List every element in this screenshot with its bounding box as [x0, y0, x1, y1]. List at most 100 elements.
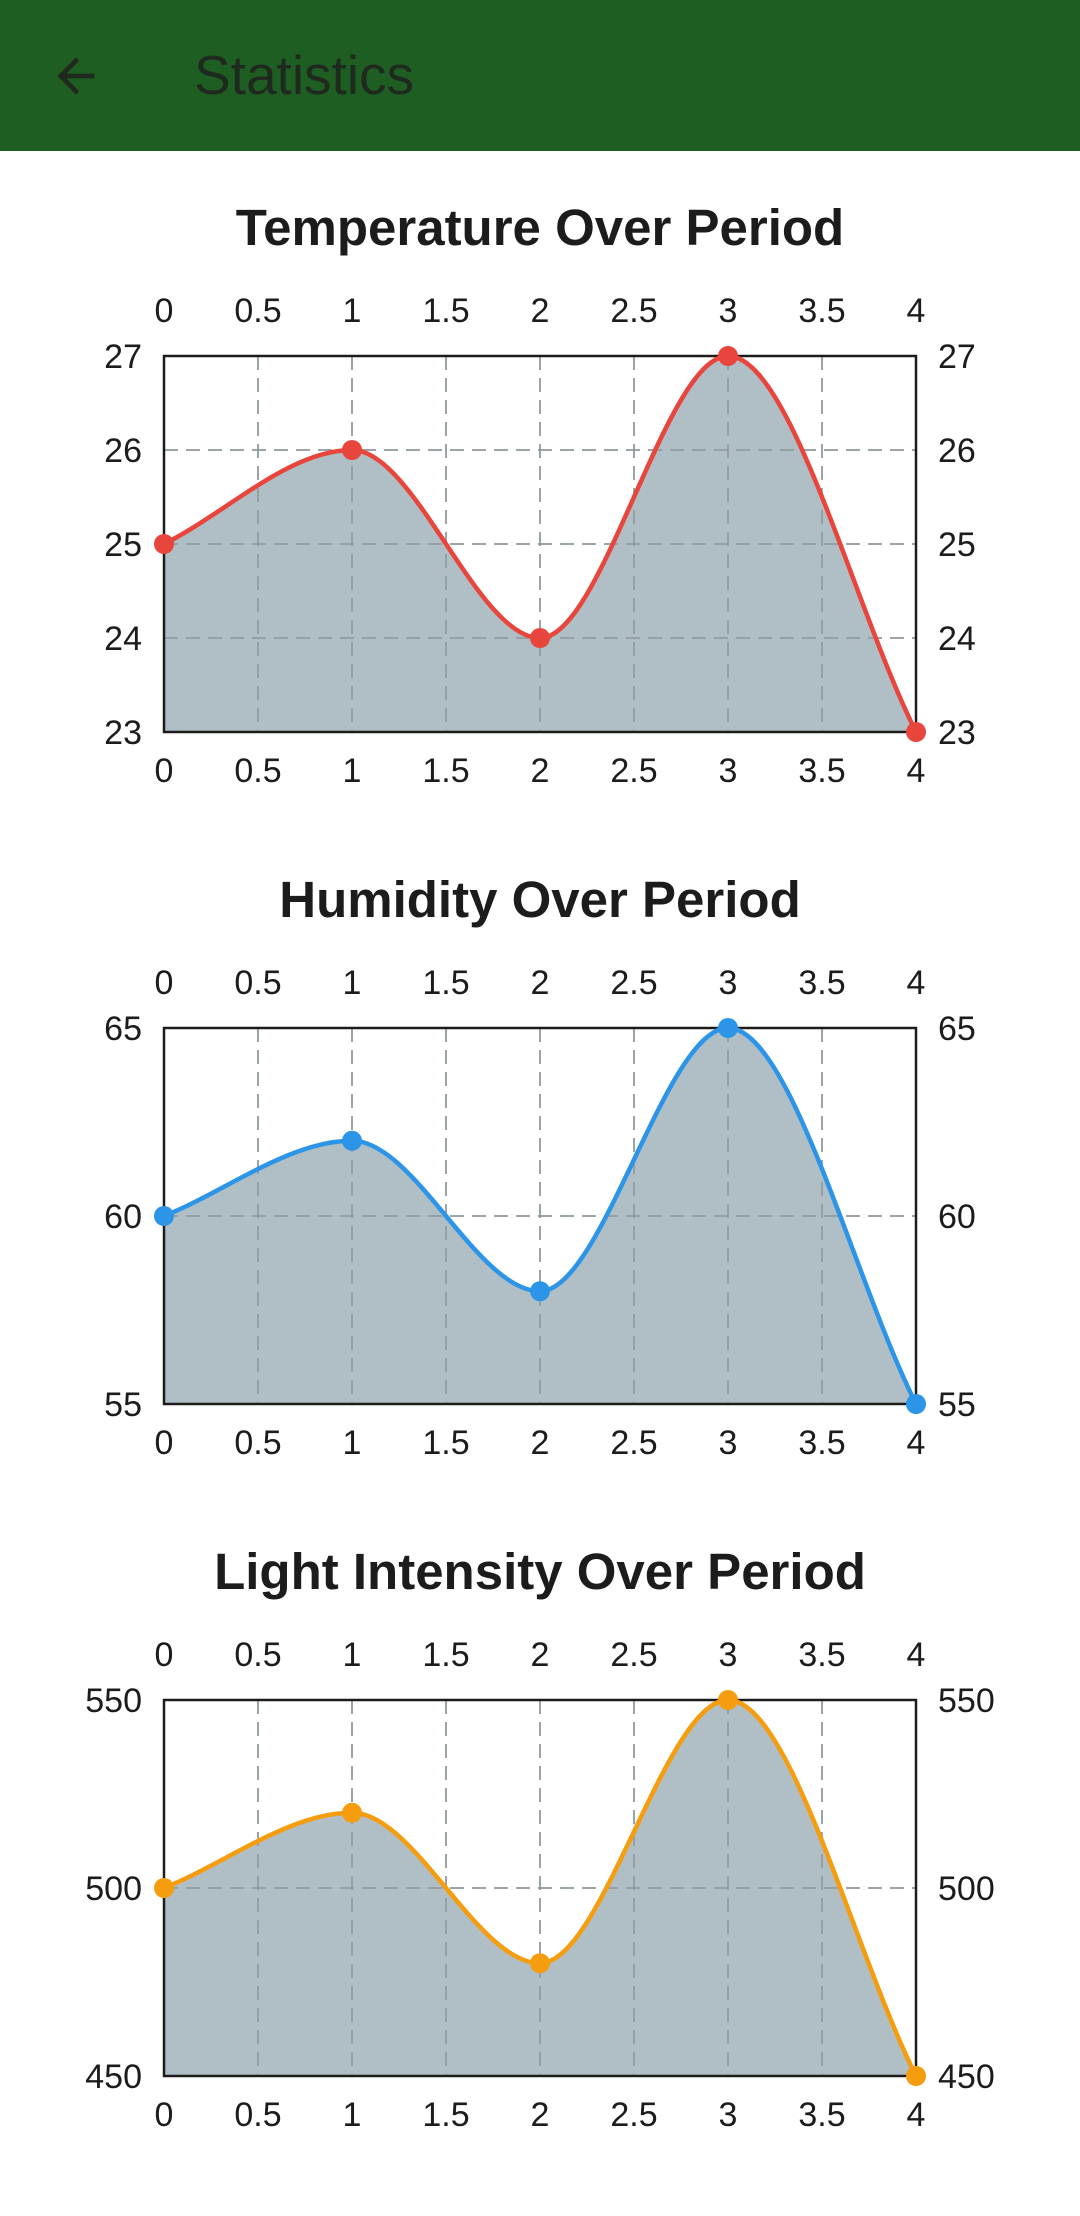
x-tick-label-bottom: 1: [343, 752, 362, 790]
chart-title: Humidity Over Period: [279, 871, 801, 928]
x-tick-label-bottom: 2: [531, 1424, 550, 1462]
x-tick-label-bottom: 4: [907, 752, 926, 790]
x-tick-label-bottom: 0: [155, 752, 174, 790]
y-tick-label-right: 55: [938, 1386, 976, 1424]
x-tick-label-bottom: 2: [531, 2096, 550, 2134]
grid-overlay: [164, 1028, 916, 1404]
arrow-back-icon: [57, 57, 95, 95]
x-tick-label-bottom: 2.5: [610, 2096, 657, 2134]
x-tick-label-top: 0.5: [234, 1636, 281, 1674]
y-tick-label-right: 60: [938, 1198, 976, 1236]
temperature-chart: Temperature Over Period 0 0 0.5 0.5 1 1 1.5 1.5…: [0, 190, 1080, 830]
data-point: [718, 1018, 738, 1038]
y-tick-label-right: 550: [938, 1682, 995, 1720]
humidity-chart-svg: 0 0 0.5 0.5 1 1 1.5 1.5 2 2 2.5 2.5 3 3 3.5 3.5 4 4 55 55 60…: [104, 964, 976, 1462]
x-tick-label-top: 3: [719, 964, 738, 1002]
x-tick-label-top: 0: [155, 964, 174, 1002]
x-tick-label-top: 1: [343, 292, 362, 330]
y-tick-label-right: 24: [938, 620, 976, 658]
x-tick-label-bottom: 3.5: [798, 2096, 845, 2134]
x-tick-label-bottom: 0.5: [234, 752, 281, 790]
x-tick-label-top: 1.5: [422, 292, 469, 330]
x-tick-label-top: 2.5: [610, 292, 657, 330]
data-point: [342, 1802, 362, 1823]
y-tick-label-left: 24: [104, 620, 142, 658]
x-tick-label-top: 1: [343, 964, 362, 1002]
data-point: [530, 1953, 550, 1974]
x-tick-label-top: 1.5: [422, 1636, 469, 1674]
x-tick-label-top: 3.5: [798, 964, 845, 1002]
x-tick-label-bottom: 0: [155, 2096, 174, 2134]
y-tick-label-right: 500: [938, 1870, 995, 1908]
chart-title: Light Intensity Over Period: [214, 1543, 866, 1600]
x-tick-label-top: 1: [343, 1636, 362, 1674]
x-tick-label-top: 4: [907, 1636, 926, 1674]
x-tick-label-bottom: 3.5: [798, 1424, 845, 1462]
x-tick-label-top: 2: [531, 964, 550, 1002]
page-title: Statistics: [194, 44, 415, 106]
y-tick-label-left: 26: [104, 432, 142, 470]
data-point: [342, 1130, 362, 1151]
x-tick-label-bottom: 1.5: [422, 752, 469, 790]
y-tick-label-left: 65: [104, 1010, 142, 1048]
series-line: [162, 353, 919, 734]
back-button[interactable]: [40, 40, 112, 112]
data-point: [342, 440, 362, 460]
series-line: [163, 1697, 919, 2078]
x-tick-label-bottom: 1: [343, 1424, 362, 1462]
temperature-chart-svg: 0 0 0.5 0.5 1 1 1.5 1.5 2 2 2.5 2.5 3 3 3.5 3.5 4 4 23 23 24…: [104, 292, 976, 790]
x-tick-label-top: 0.5: [234, 292, 281, 330]
y-tick-label-left: 23: [104, 714, 142, 752]
data-point: [718, 346, 738, 366]
chart-title: Temperature Over Period: [235, 199, 845, 256]
y-tick-label-right: 450: [938, 2058, 995, 2096]
x-tick-label-top: 3: [719, 1636, 738, 1674]
data-point: [154, 1206, 174, 1226]
data-point: [906, 1394, 926, 1414]
y-tick-label-right: 23: [938, 714, 976, 752]
x-tick-label-top: 2: [531, 292, 550, 330]
x-tick-label-bottom: 4: [907, 1424, 926, 1462]
data-point: [154, 534, 174, 554]
y-tick-label-right: 25: [938, 526, 976, 564]
humidity-chart: Humidity Over Period 0 0 0.5 0.5 1 1 1.5 1.5 2 2 2…: [0, 862, 1080, 1502]
y-tick-label-left: 27: [104, 338, 142, 376]
x-tick-label-bottom: 1.5: [422, 2096, 469, 2134]
x-tick-label-bottom: 1.5: [422, 1424, 469, 1462]
data-point: [906, 2066, 926, 2086]
x-tick-label-bottom: 1: [343, 2096, 362, 2134]
data-point: [530, 1281, 550, 1302]
light-intensity-chart: Light Intensity Over Period 0 0 0.5 0.5 1 1 1.…: [0, 1534, 1080, 2174]
data-point: [718, 1690, 738, 1710]
y-tick-label-right: 26: [938, 432, 976, 470]
x-tick-label-top: 2.5: [610, 964, 657, 1002]
x-tick-label-bottom: 3.5: [798, 752, 845, 790]
x-tick-label-top: 2: [531, 1636, 550, 1674]
y-tick-label-right: 27: [938, 338, 976, 376]
data-point: [530, 628, 550, 648]
x-tick-label-top: 4: [907, 964, 926, 1002]
data-point: [154, 1878, 174, 1898]
y-tick-label-left: 25: [104, 526, 142, 564]
app-bar: Statistics: [0, 0, 1080, 151]
x-tick-label-bottom: 3: [719, 2096, 738, 2134]
x-tick-label-bottom: 3: [719, 752, 738, 790]
x-tick-label-top: 0: [155, 1636, 174, 1674]
light-intensity-chart-svg: 0 0 0.5 0.5 1 1 1.5 1.5 2 2 2.5 2.5 3 3 3.5 3.5 4 4 450 450…: [85, 1636, 995, 2134]
x-tick-label-bottom: 0.5: [234, 2096, 281, 2134]
y-tick-label-left: 55: [104, 1386, 142, 1424]
x-tick-label-top: 3.5: [798, 292, 845, 330]
x-tick-label-bottom: 0: [155, 1424, 174, 1462]
y-tick-label-left: 450: [85, 2058, 142, 2096]
x-tick-label-bottom: 2.5: [610, 752, 657, 790]
x-tick-label-top: 4: [907, 292, 926, 330]
x-tick-label-bottom: 2.5: [610, 1424, 657, 1462]
x-tick-label-top: 0: [155, 292, 174, 330]
data-point: [906, 722, 926, 742]
y-tick-label-left: 550: [85, 1682, 142, 1720]
x-tick-label-top: 1.5: [422, 964, 469, 1002]
x-tick-label-top: 3: [719, 292, 738, 330]
x-tick-label-top: 0.5: [234, 964, 281, 1002]
y-tick-label-left: 500: [85, 1870, 142, 1908]
x-tick-label-bottom: 4: [907, 2096, 926, 2134]
